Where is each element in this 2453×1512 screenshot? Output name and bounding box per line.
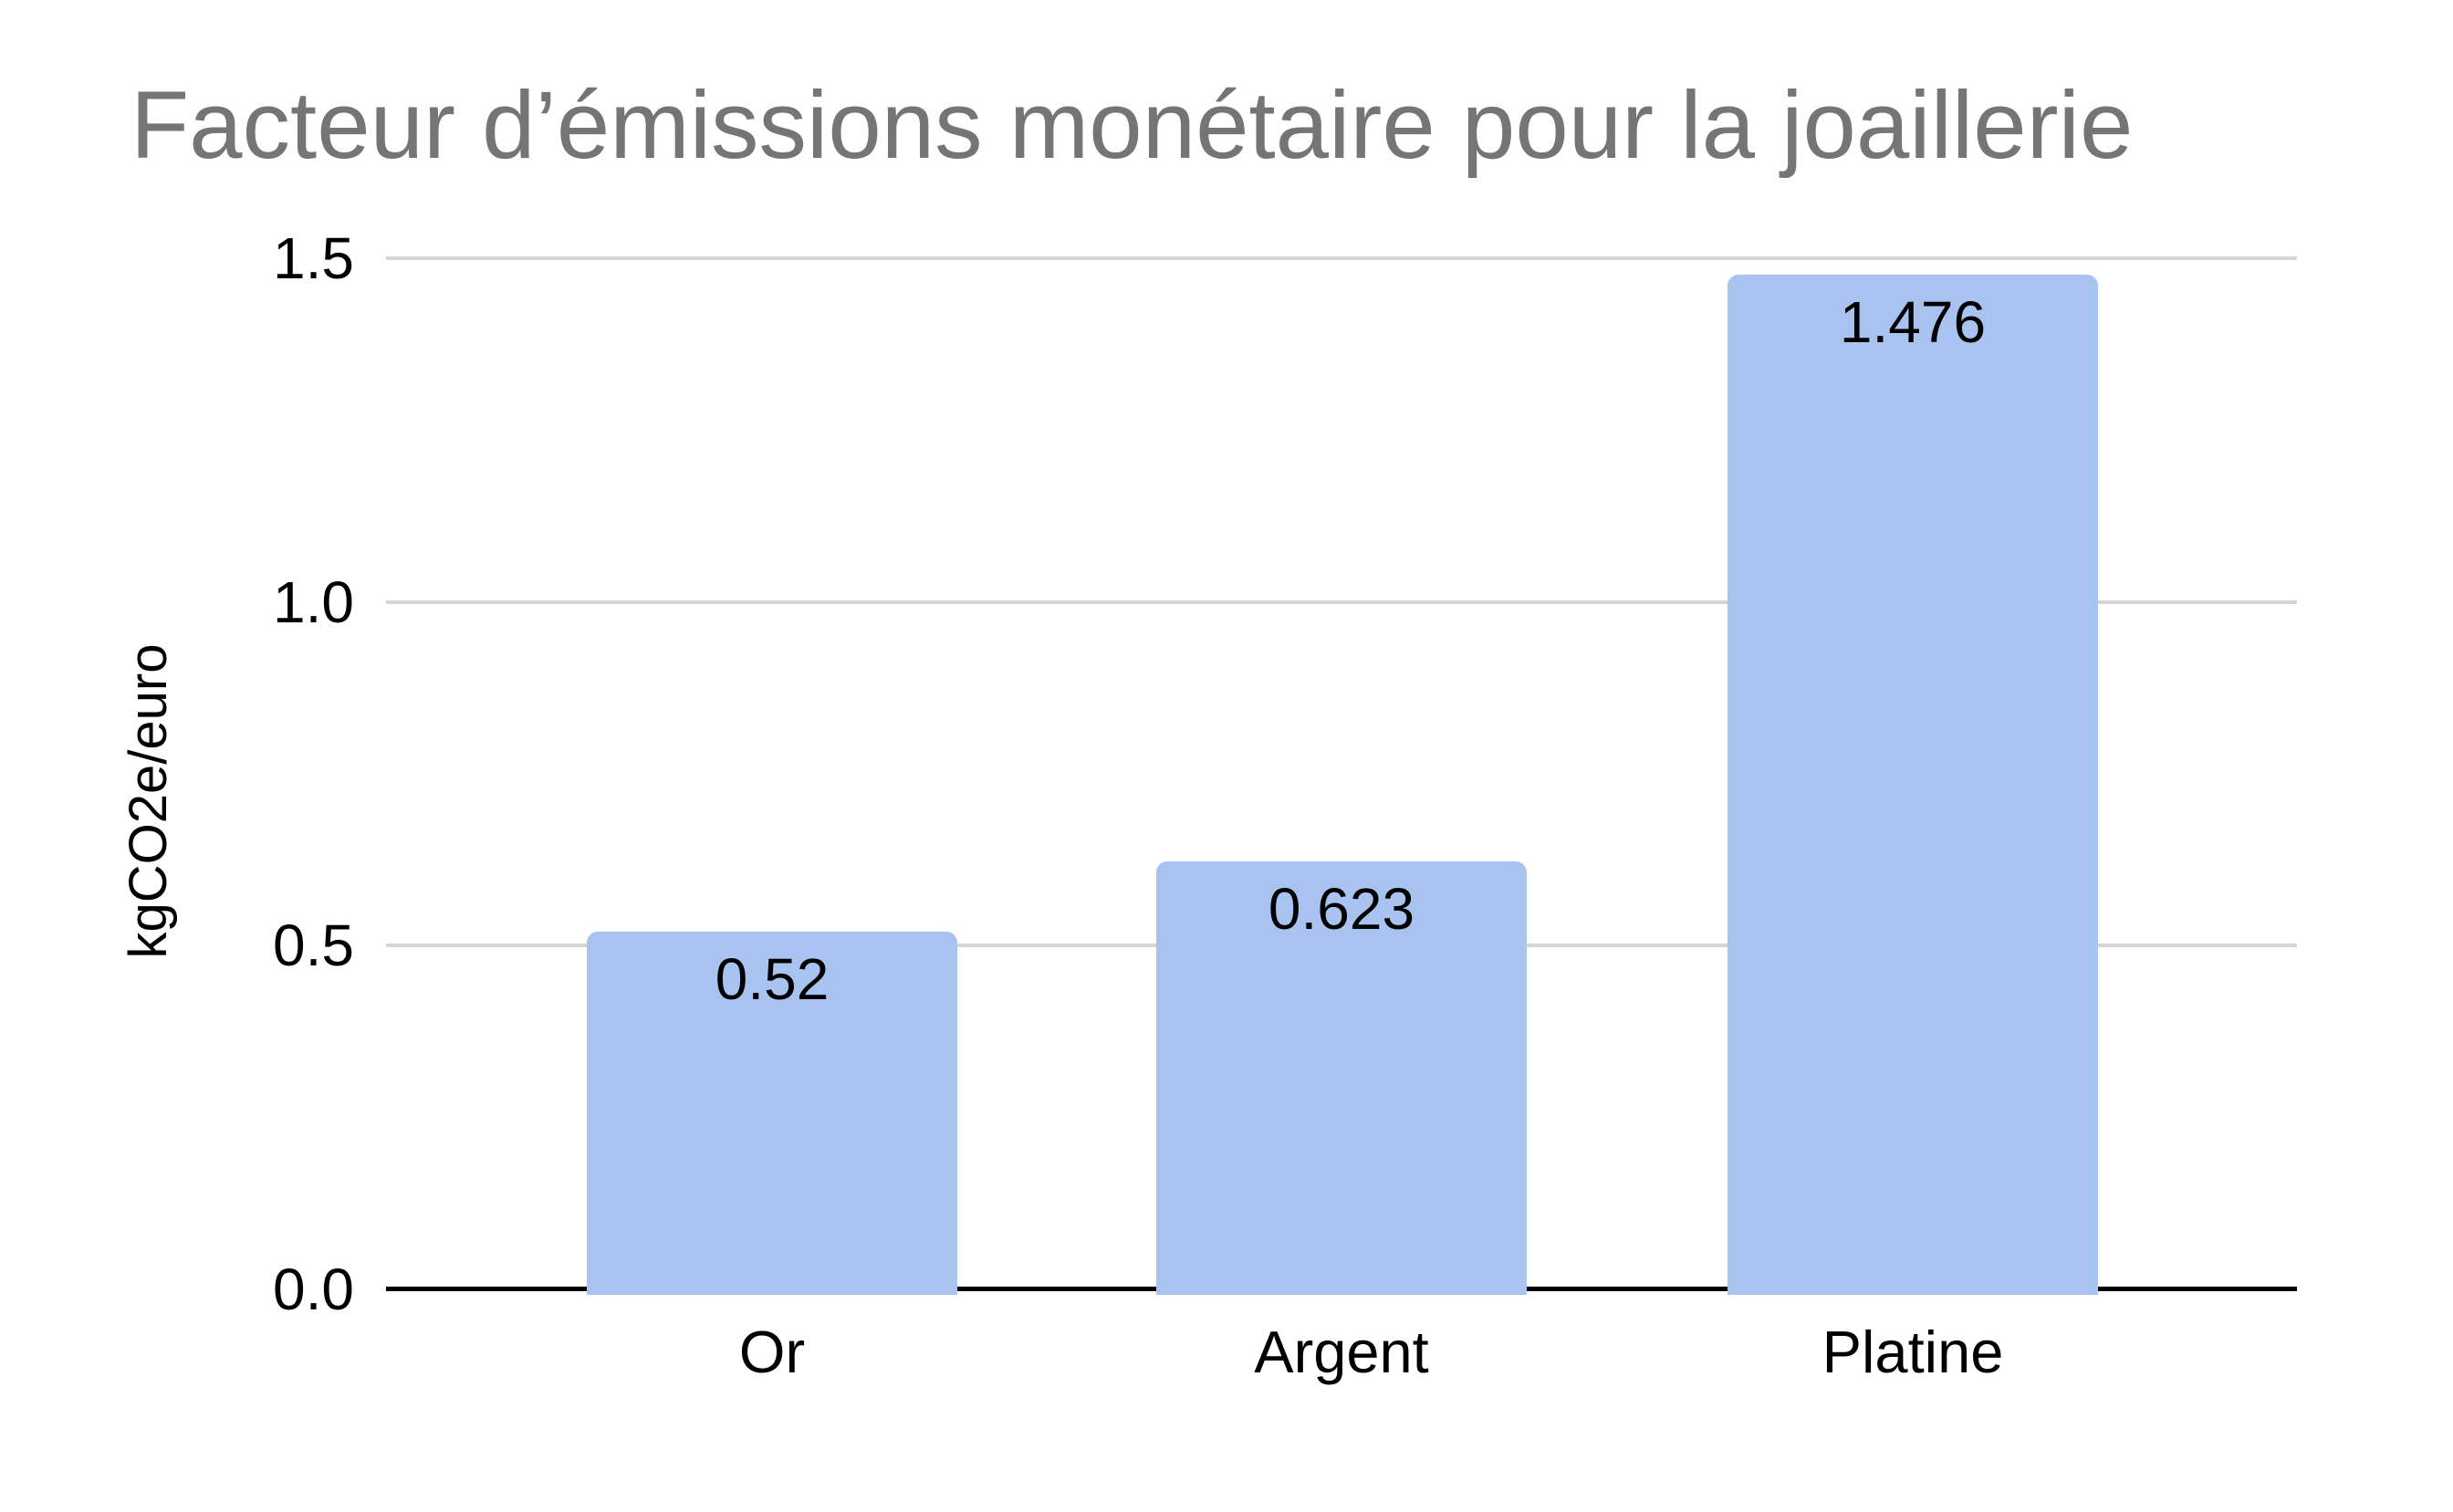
bar-argent[interactable] <box>1156 860 1527 1295</box>
y-tick-label: 0.5 <box>273 912 354 979</box>
x-category-label: Platine <box>1821 1319 2004 1385</box>
bar-value-label: 0.52 <box>715 946 830 1013</box>
gridline <box>386 600 2297 604</box>
y-tick-label: 0.0 <box>273 1257 354 1322</box>
y-tick-label: 1.0 <box>273 568 354 635</box>
gridline <box>386 256 2297 260</box>
bar-or[interactable] <box>587 932 957 1295</box>
bar-platine[interactable] <box>1728 275 2098 1295</box>
bar-value-label: 0.623 <box>1268 875 1415 942</box>
chart-title: Facteur d’émissions monétaire pour la jo… <box>130 72 2134 179</box>
bar-value-label: 1.476 <box>1839 289 1987 356</box>
y-tick-label: 1.5 <box>273 225 354 291</box>
x-category-label: Argent <box>1254 1319 1429 1385</box>
y-axis-title: kgCO2e/euro <box>119 643 178 959</box>
x-category-label: Or <box>738 1319 806 1385</box>
